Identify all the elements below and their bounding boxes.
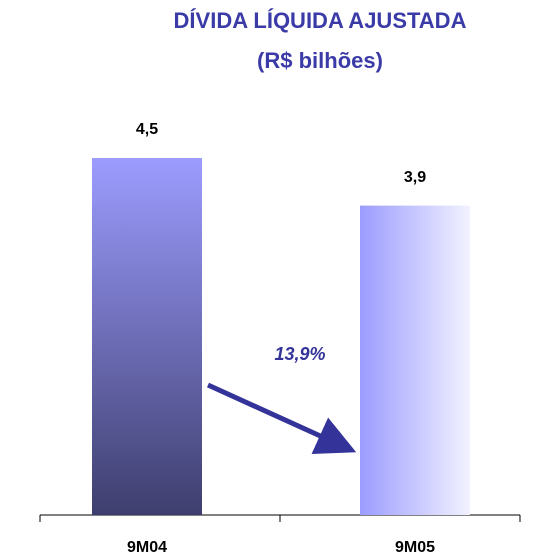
annotation: 13,9% [274, 344, 325, 364]
value-label: 4,5 [136, 121, 158, 138]
chart-title: DÍVIDA LÍQUIDA AJUSTADA [174, 8, 467, 33]
x-tick-label: 9M05 [395, 539, 435, 556]
value-label: 3,9 [404, 169, 426, 186]
bar [92, 158, 202, 515]
bar [360, 205, 470, 515]
x-tick-label: 9M04 [127, 539, 167, 556]
arrow [206, 382, 357, 454]
chart-subtitle: (R$ bilhões) [257, 48, 383, 73]
